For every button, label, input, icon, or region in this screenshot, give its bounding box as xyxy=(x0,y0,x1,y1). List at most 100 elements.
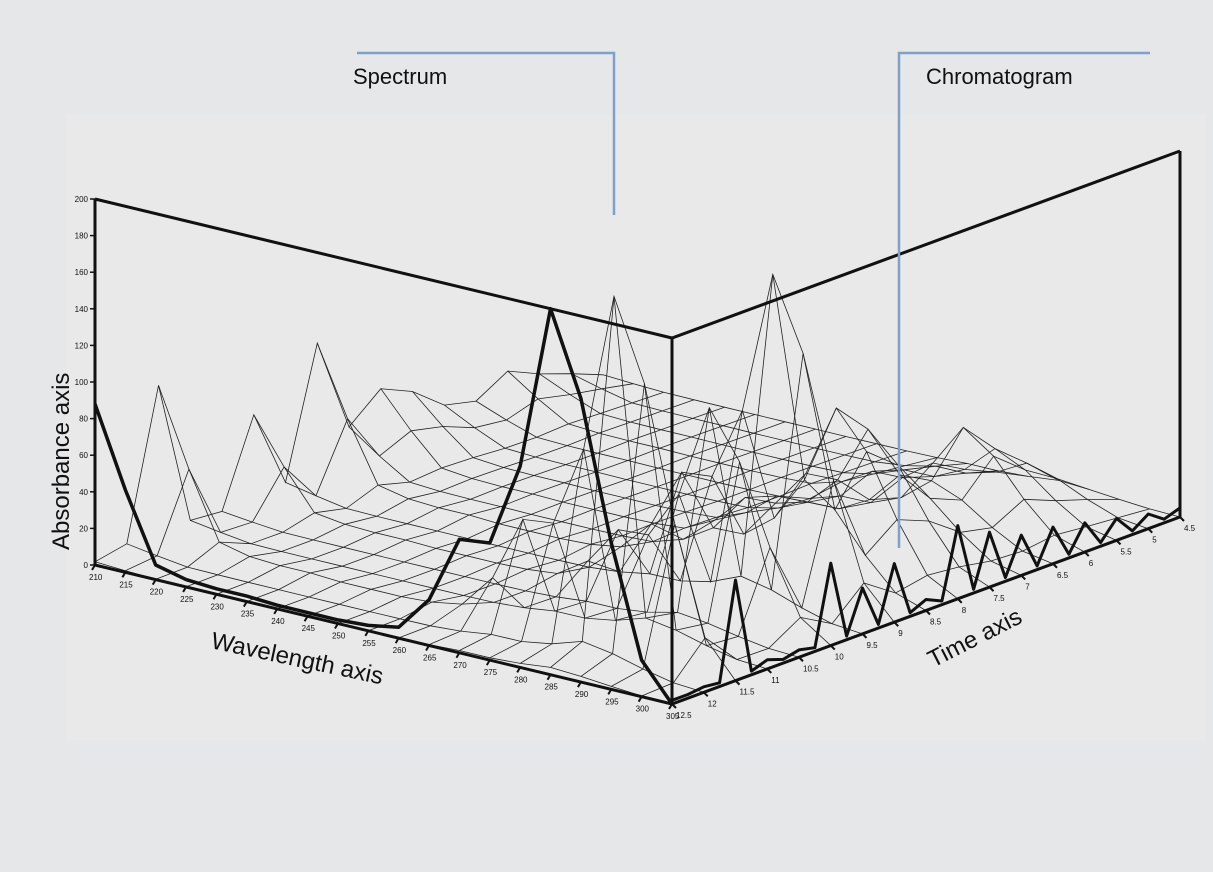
mesh-line-time xyxy=(126,543,704,693)
wavelength-tick-mark xyxy=(91,564,96,571)
mesh-line-wavelength xyxy=(246,414,755,602)
wavelength-tick-mark xyxy=(151,579,157,586)
time-tick-mark xyxy=(861,633,868,639)
chromatogram-callout-label: Chromatogram xyxy=(926,64,1073,89)
wavelength-tick-mark xyxy=(455,652,461,659)
mesh-line-time xyxy=(380,388,959,600)
spectrum-callout-label: Spectrum xyxy=(353,64,447,89)
wavelength-tick-mark xyxy=(637,696,643,703)
mesh-line-time xyxy=(539,373,1117,541)
wavelength-tick-label: 245 xyxy=(302,624,316,633)
mesh-line-time xyxy=(571,373,1149,530)
wavelength-tick-mark xyxy=(394,637,400,644)
time-tick-mark xyxy=(734,679,741,686)
time-tick-label: 5.5 xyxy=(1121,547,1133,556)
absorbance-tick-label: 140 xyxy=(75,305,89,314)
wavelength-tick-mark xyxy=(121,571,127,578)
mesh-line-time xyxy=(221,511,800,658)
wavelength-tick-label: 295 xyxy=(605,697,619,706)
absorbance-tick-label: 40 xyxy=(79,488,88,497)
time-tick-label: 8.5 xyxy=(930,618,942,627)
wavelength-tick-label: 240 xyxy=(271,617,285,626)
spectrum-callout-line xyxy=(357,51,616,215)
time-tick-label: 12.5 xyxy=(676,711,692,720)
frame-top xyxy=(94,149,1181,340)
time-tick-mark xyxy=(830,644,836,651)
mesh-line-wavelength xyxy=(125,383,634,572)
mesh-line-wavelength xyxy=(337,436,847,624)
wavelength-tick-label: 265 xyxy=(423,653,437,662)
absorbance-tick-label: 0 xyxy=(84,561,89,570)
mesh-line-time xyxy=(412,391,990,588)
wavelength-tick-mark xyxy=(212,593,218,600)
wavelength-tick-mark xyxy=(516,666,522,673)
time-tick-label: 5 xyxy=(1152,536,1157,545)
wavelength-tick-mark xyxy=(364,630,370,637)
time-tick-label: 8 xyxy=(962,606,967,615)
time-tick-label: 9 xyxy=(898,629,903,638)
mesh-line-wavelength xyxy=(307,428,816,617)
wavelength-tick-label: 210 xyxy=(89,573,103,582)
mesh-line-time xyxy=(444,404,1022,576)
wavelength-tick-mark xyxy=(242,601,248,608)
mesh-line-wavelength xyxy=(428,457,938,645)
absorbance-axis-title: Absorbance axis xyxy=(48,373,75,550)
wavelength-tick-mark xyxy=(577,681,582,688)
time-tick-mark xyxy=(1020,574,1026,581)
time-tick-mark xyxy=(1147,527,1153,534)
wavelength-tick-mark xyxy=(425,644,430,651)
chromatogram-trace xyxy=(671,506,1181,702)
chromatogram-callout-line xyxy=(897,51,1150,548)
time-tick-mark xyxy=(957,598,963,604)
wavelength-tick-label: 305 xyxy=(666,712,680,721)
time-tick-mark xyxy=(798,656,804,662)
mesh-line-time xyxy=(158,294,736,681)
absorbance-tick-label: 120 xyxy=(75,341,89,350)
mesh-line-wavelength xyxy=(155,391,664,580)
time-tick-label: 7.5 xyxy=(994,594,1006,603)
mesh-line-wavelength xyxy=(94,341,604,563)
wavelength-tick-label: 260 xyxy=(393,646,407,655)
absorbance-tick-label: 100 xyxy=(75,378,89,387)
mesh-line-wavelength xyxy=(641,508,1150,697)
mesh-line-wavelength xyxy=(216,406,725,595)
wavelength-tick-label: 230 xyxy=(210,602,224,611)
wavelength-tick-label: 250 xyxy=(332,632,346,641)
wavelength-tick-label: 235 xyxy=(241,610,255,619)
wavelength-tick-mark xyxy=(334,623,339,630)
wavelength-tick-mark xyxy=(546,674,552,681)
mesh-line-wavelength xyxy=(185,399,695,588)
time-tick-mark xyxy=(925,609,931,616)
time-tick-label: 7 xyxy=(1025,582,1030,591)
mesh-line-time xyxy=(507,370,1085,553)
absorbance-tick-label: 160 xyxy=(75,268,89,277)
time-tick-mark xyxy=(1179,516,1185,522)
wavelength-tick-label: 280 xyxy=(514,675,528,684)
wavelength-tick-label: 300 xyxy=(636,705,650,714)
mesh-line-wavelength xyxy=(611,478,1120,687)
wavelength-tick-mark xyxy=(182,586,187,593)
time-tick-label: 6.5 xyxy=(1057,571,1069,580)
absorbance-tick-label: 60 xyxy=(79,451,88,460)
mesh-line-time xyxy=(475,400,1054,565)
time-tick-label: 4.5 xyxy=(1184,524,1196,533)
wavelength-tick-label: 270 xyxy=(453,661,467,670)
time-tick-mark xyxy=(1115,539,1122,546)
wavelength-tick-label: 225 xyxy=(180,595,194,604)
absorbance-tick-label: 20 xyxy=(79,524,88,533)
time-tick-label: 11 xyxy=(771,676,780,685)
wavelength-tick-mark xyxy=(607,688,613,695)
mesh-line-wavelength xyxy=(580,353,1090,677)
wavelength-tick-label: 220 xyxy=(150,588,164,597)
surface-mesh xyxy=(94,273,1181,705)
absorbance-tick-label: 200 xyxy=(75,195,89,204)
wavelength-tick-label: 275 xyxy=(484,668,498,677)
mesh-line-time xyxy=(348,426,927,611)
spectrum-trace xyxy=(93,306,674,705)
wavelength-tick-label: 215 xyxy=(119,580,133,589)
time-tick-label: 6 xyxy=(1089,559,1094,568)
time-tick-label: 12 xyxy=(708,699,717,708)
mesh-line-wavelength xyxy=(459,463,968,651)
